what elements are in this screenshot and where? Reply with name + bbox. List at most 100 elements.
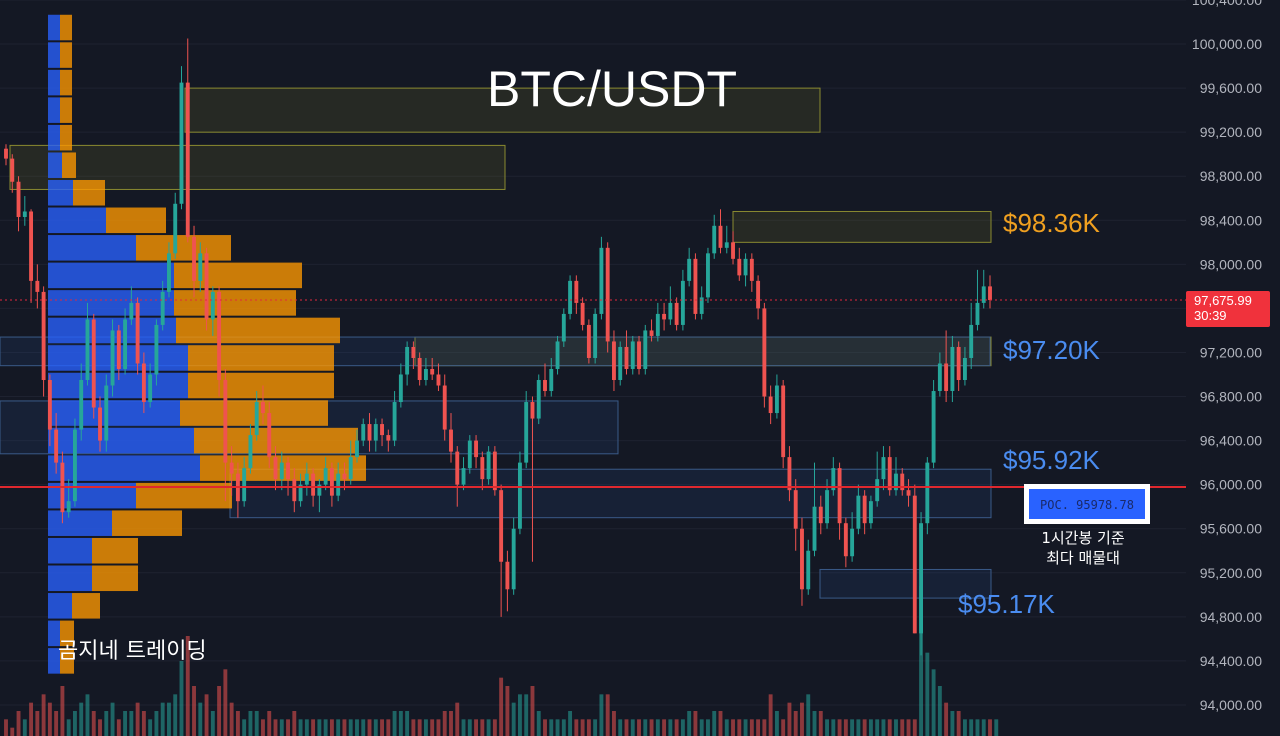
current-price-tag-box [1186,291,1270,328]
candle-bearish [474,440,479,458]
poc-callout: POC. 95978.78 1시간봉 기준 최다 매물대 [1024,484,1150,567]
volume-bar [254,711,259,736]
candle-bullish [668,302,673,320]
candle-bearish [900,473,905,491]
candle-bearish [116,330,121,369]
candle-bearish [204,253,209,320]
profile-sell-bar [60,124,72,151]
volume-bar [311,719,316,736]
candle-bearish [543,380,547,392]
volume-bar [386,719,391,736]
candle-bearish [612,341,616,381]
candle-bearish [35,280,40,292]
price-tick-label: 99,600.00 [1200,80,1262,96]
candle-bearish [455,451,460,485]
candle-bullish [486,451,491,480]
volume-bar [110,702,115,736]
candle-bearish [586,324,591,358]
volume-bar [217,686,222,736]
candle-bearish [837,468,842,524]
candle-bearish [229,462,234,474]
supply-zone [184,87,821,133]
profile-buy-bar [48,152,62,178]
price-tick-label: 96,000.00 [1200,477,1262,493]
candle-bearish [762,308,767,397]
volume-bar [66,719,71,736]
volume-bar [706,719,710,736]
candle-bullish [706,253,710,298]
volume-bar [185,636,190,736]
candle-bullish [975,302,980,325]
volume-bar [248,711,253,736]
volume-bar [198,702,203,736]
volume-bar [950,711,955,736]
candle-bullish [348,457,353,480]
candle-bearish [417,357,422,381]
candle-bullish [812,506,817,551]
candle-bearish [674,302,679,325]
chart-title: BTC/USDT [487,61,737,117]
volume-bar [561,719,566,736]
candle-bullish [536,380,541,419]
candle-bullish [524,402,529,463]
volume-bar [135,702,140,736]
candle-bullish [461,468,466,485]
candle-bullish [774,385,779,414]
volume-bar [380,719,384,736]
volume-bar [317,719,322,736]
key-level-label: $95.92K [1003,445,1101,475]
candle-bullish [85,319,90,381]
volume-bar [505,686,510,736]
volume-bar [881,719,886,736]
volume-bar [906,719,911,736]
candle-bearish [261,402,265,414]
candle-bullish [66,501,71,513]
volume-bar [417,719,422,736]
candle-bullish [724,242,729,248]
candle-bullish [173,203,178,254]
volume-bar [543,719,547,736]
candle-bearish [386,435,391,441]
candle-bullish [599,247,604,314]
volume-bar [956,711,961,736]
price-tick-label: 98,000.00 [1200,256,1262,272]
price-tick-label: 98,800.00 [1200,168,1262,184]
candlesticks [4,38,992,656]
volume-bar [674,719,679,736]
volume-bar [737,719,742,736]
volume-profile [48,14,366,674]
profile-buy-bar [48,593,72,619]
candle-bearish [480,457,485,480]
volume-bar [47,702,52,736]
volume-bar [35,711,40,736]
candle-bearish [662,313,667,320]
volume-bar [292,711,297,736]
candle-bearish [787,457,792,491]
candle-bearish [862,495,867,524]
poc-label: POC. 95978.78 [1040,498,1134,512]
volume-bar [749,719,754,736]
volume-bar [411,719,416,736]
candle-bullish [875,479,880,502]
profile-buy-bar [48,207,106,234]
volume-bar [480,719,485,736]
volume-bar [969,719,974,736]
volume-bar [593,719,598,736]
key-level-label: $97.20K [1003,335,1101,365]
volume-bar [756,719,761,736]
candle-bearish [54,429,59,463]
volume-bar [781,719,786,736]
candle-bearish [530,402,535,419]
candle-bearish [411,346,416,358]
volume-bar [618,719,623,736]
volume-bar [931,669,936,736]
candle-bearish [499,490,504,562]
volume-bar [273,719,278,736]
candle-bearish [185,82,190,237]
candle-bullish [894,473,898,491]
candle-bearish [749,258,754,281]
volume-bar [599,694,604,736]
candle-bearish [693,258,698,314]
price-axis: 100,400.00 100,000.00 99,600.00 99,200.00 98… [1192,0,1262,713]
